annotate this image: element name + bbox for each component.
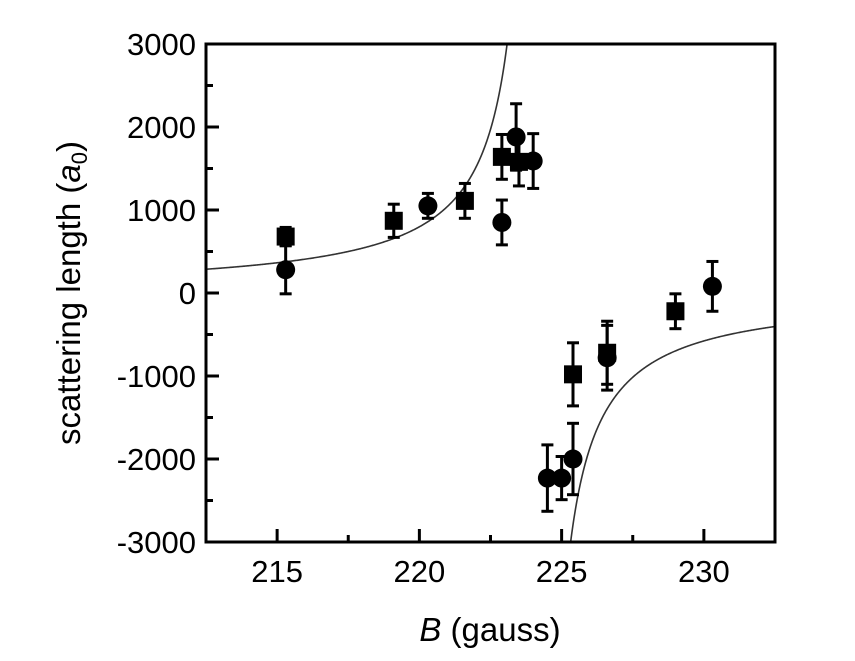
data-point-circle <box>552 468 572 488</box>
data-point-square <box>666 302 685 321</box>
x-tick-label: 220 <box>394 554 446 589</box>
y-tick-label: 2000 <box>127 110 196 145</box>
data-point-circle <box>563 449 583 469</box>
y-axis-label-symbol: a <box>50 164 87 182</box>
data-point-circle <box>702 276 722 296</box>
data-point-square <box>564 365 583 384</box>
y-axis-label-subscript: 0 <box>67 152 92 164</box>
plot-frame <box>204 42 777 544</box>
fit-curve-left-branch <box>206 44 508 271</box>
data-point-square <box>492 147 511 166</box>
data-point-square <box>455 191 474 210</box>
data-point-circle <box>506 127 526 147</box>
x-tick-label: 230 <box>678 554 730 589</box>
y-axis-label: scattering length (a0) <box>50 141 92 445</box>
data-point-circle <box>418 196 438 216</box>
data-point-square <box>509 152 528 171</box>
y-axis-label-text: scattering length ( <box>50 183 87 445</box>
data-point-square <box>384 211 403 230</box>
fit-curve-right-branch <box>569 325 775 542</box>
y-tick-label: -1000 <box>117 359 196 394</box>
y-tick-label: 1000 <box>127 193 196 228</box>
x-tick-label: 225 <box>536 554 588 589</box>
y-tick-label: 3000 <box>127 27 196 62</box>
data-point-square <box>276 227 295 246</box>
x-axis-label-unit: (gauss) <box>441 611 560 648</box>
y-tick-label: -3000 <box>117 525 196 560</box>
y-tick-label: -2000 <box>117 442 196 477</box>
x-tick-label: 215 <box>251 554 303 589</box>
data-point-circle <box>492 212 512 232</box>
data-point-circle <box>597 348 617 368</box>
data-point-circle <box>276 260 296 280</box>
x-axis-label: B (gauss) <box>419 611 560 648</box>
tick-layer: 215 220 225 230 -3000 -2000 -1000 0 1000 2000 3000 <box>117 27 730 589</box>
fit-curve-layer <box>206 44 775 542</box>
marker-layer <box>276 127 722 488</box>
data-point-circle <box>537 468 557 488</box>
y-axis-label-close: ) <box>50 141 87 152</box>
x-axis-label-symbol: B <box>419 611 441 648</box>
y-tick-label: 0 <box>179 276 196 311</box>
data-point-circle <box>523 151 543 171</box>
